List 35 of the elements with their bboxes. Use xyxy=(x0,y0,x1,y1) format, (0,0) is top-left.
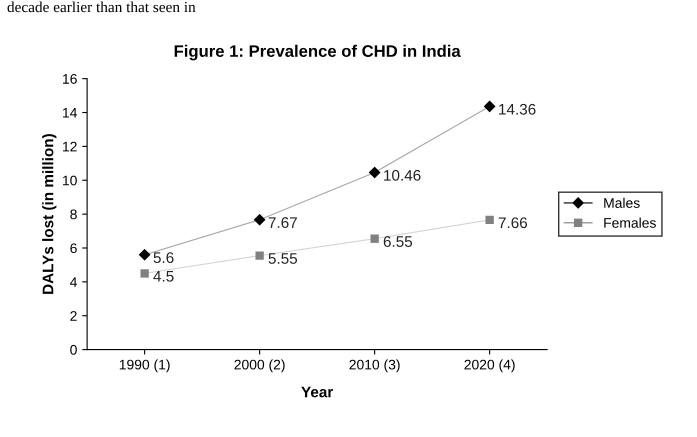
point xyxy=(485,216,494,224)
y-tick-label: 10 xyxy=(63,176,77,186)
data-label: 6.55 xyxy=(384,236,412,247)
y-tick-label: 6 xyxy=(70,243,77,254)
point xyxy=(139,249,150,260)
point xyxy=(484,100,496,112)
point xyxy=(140,269,149,278)
data-label: 10.46 xyxy=(384,170,421,181)
legend-label: Females xyxy=(604,218,656,228)
y-axis-title: DALYs lost (in million) xyxy=(42,134,56,294)
data-label: 7.66 xyxy=(498,217,528,228)
y-tick-label: 0 xyxy=(70,344,77,355)
data-label: 14.36 xyxy=(499,104,536,115)
y-tick-label: 14 xyxy=(63,108,77,118)
x-tick-label: 2010 (3) xyxy=(349,359,400,372)
y-tick-label: 8 xyxy=(70,209,77,220)
y-tick-label: 2 xyxy=(70,311,77,321)
x-tick-label: 2020 (4) xyxy=(464,359,515,372)
point xyxy=(255,251,264,260)
chart-title: Figure 1: Prevalence of CHD in India xyxy=(174,44,461,60)
y-tick-label: 12 xyxy=(63,142,77,152)
point xyxy=(254,214,266,226)
y-tick-label: 4 xyxy=(70,277,77,287)
text: decade earlier than that seen in xyxy=(8,1,196,12)
point xyxy=(370,234,379,243)
data-label: 5.55 xyxy=(268,253,298,264)
x-tick-label: 2000 (2) xyxy=(234,359,285,372)
data-label: 4.5 xyxy=(153,271,174,282)
legend-label: Males xyxy=(604,198,640,208)
x-axis-title: Year xyxy=(301,386,334,398)
y-tick-label: 16 xyxy=(63,74,77,84)
data-label: 5.6 xyxy=(154,252,174,264)
x-tick-label: 1990 (1) xyxy=(120,359,170,372)
data-label: 7.67 xyxy=(268,217,297,228)
point xyxy=(369,166,380,178)
